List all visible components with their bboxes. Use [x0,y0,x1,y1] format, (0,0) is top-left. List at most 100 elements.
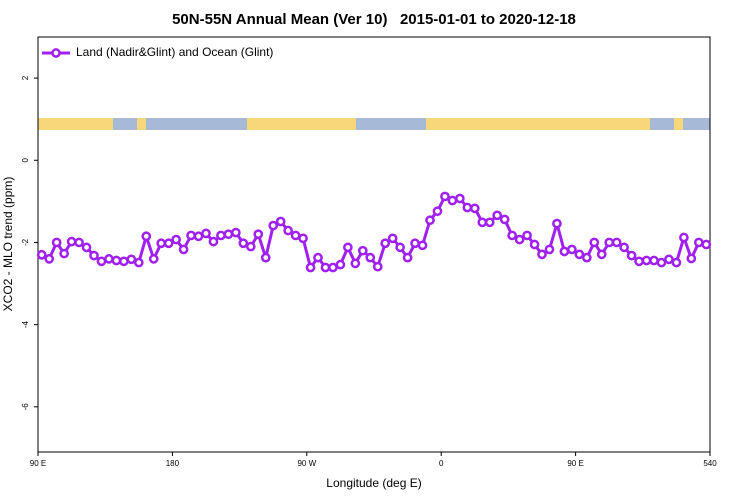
data-point [51,237,62,248]
data-point [208,236,219,247]
legend-label: Land (Nadir&Glint) and Ocean (Glint) [76,45,273,59]
data-point [432,206,443,217]
data-point [477,217,488,228]
data-point [634,256,644,267]
data-point [89,250,99,261]
data-point [619,242,629,253]
data-point [178,244,189,255]
data-point [649,255,659,266]
data-point [693,237,704,248]
data-point [133,257,144,268]
y-axis-label: XCO2 - MLO trend (ppm) [1,177,15,312]
data-point [193,231,204,242]
data-point [253,229,264,240]
data-point [641,255,652,266]
data-point [574,249,585,260]
data-point [522,230,532,241]
data-point [260,252,271,263]
data-point [507,230,517,241]
data-point [671,257,682,268]
data-point [231,227,241,238]
data-point [387,233,398,244]
data-point [223,229,234,240]
x-tick-label: 90 E [567,459,583,468]
data-point [245,241,256,252]
y-tick-label: -4 [21,321,30,329]
data-point [559,246,570,257]
data-point [186,230,196,241]
data-point [104,254,114,264]
data-point [552,218,562,229]
data-point [268,220,279,231]
y-tick-label: 2 [21,75,30,80]
data-point [395,242,405,253]
data-point [492,210,503,221]
data-point [148,254,159,264]
data-point [596,249,607,260]
x-tick-label: 90 E [30,459,46,468]
y-tick-label: -2 [21,238,30,246]
data-point [335,259,346,270]
data-point [365,252,376,263]
data-point [96,256,107,267]
data-point [664,254,674,265]
data-point [417,240,428,251]
data-point [275,216,286,227]
data-point [484,217,495,228]
data-point [469,203,480,214]
legend-marker [51,48,61,58]
data-point [305,262,316,273]
data-point [283,225,293,236]
data-point [402,252,413,263]
data-point [36,249,47,260]
data-point [201,228,211,239]
data-point [380,238,391,249]
x-axis-label: Longitude (deg E) [326,476,421,490]
data-point [320,262,331,273]
data-point [216,230,226,241]
data-point [66,236,77,247]
data-point [447,195,458,206]
data-point [343,242,353,253]
data-point [656,257,667,268]
land-ocean-strip [38,118,710,130]
data-point [290,230,301,241]
data-point [514,234,525,245]
data-point [537,249,547,260]
data-point [499,214,510,225]
x-tick-label: 540 [703,459,717,468]
data-point [111,255,122,266]
data-point [81,242,92,253]
data-point [581,252,592,263]
data-point [59,248,69,259]
data-point [544,244,555,255]
data-point [357,245,368,256]
data-point [462,202,473,213]
data-point [163,238,174,249]
data-point [455,193,465,204]
data-point [529,239,540,250]
x-tick-label: 180 [166,459,180,468]
data-point [440,191,450,202]
data-point [119,256,129,267]
data-point [701,239,712,250]
x-tick-label: 90 W [297,459,316,468]
y-tick-label: -6 [21,403,30,411]
data-point [328,262,338,273]
data-point [611,237,622,248]
data-point [74,237,84,248]
data-point [372,261,383,272]
data-point [626,250,637,261]
data-point [298,233,308,244]
data-point [126,254,137,265]
data-point [589,237,600,248]
data-point [238,238,249,249]
data-point [425,215,435,226]
data-point [567,244,577,255]
data-point [679,232,689,243]
data-point [350,258,361,269]
y-tick-label: 0 [21,157,30,162]
data-point [171,234,181,245]
chart-title: 50N-55N Annual Mean (Ver 10) 2015-01-01 … [172,11,576,28]
